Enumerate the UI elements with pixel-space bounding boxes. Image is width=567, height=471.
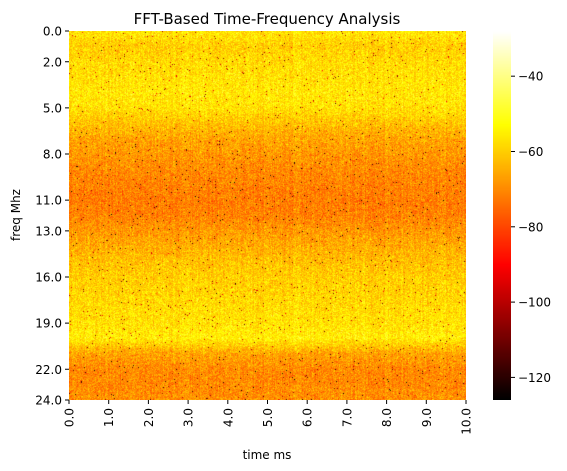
- colorbar-tick-label: −60: [518, 145, 543, 159]
- colorbar-tick-label: −100: [518, 296, 551, 310]
- x-axis: 0.0 1.0 2.0 3.0 4.0 5.0 6.0 7.0 8.0 9.0 10.0: [63, 400, 474, 435]
- y-tick-label: 11.0: [35, 194, 62, 208]
- colorbar-tick-label: −40: [518, 70, 543, 84]
- colorbar-tick-label: −80: [518, 220, 543, 234]
- y-axis: 0.0 2.0 5.0 8.0 11.0 13.0 16.0 19.0 22.0 24.0: [35, 25, 69, 408]
- y-tick-label: 5.0: [43, 101, 62, 115]
- y-tick-label: 19.0: [35, 317, 62, 331]
- chart-title: FFT-Based Time-Frequency Analysis: [134, 10, 401, 28]
- colorbar: [493, 31, 511, 400]
- x-tick-label: 5.0: [261, 408, 275, 427]
- x-tick-label: 9.0: [420, 408, 434, 427]
- y-tick-label: 0.0: [43, 25, 62, 39]
- y-tick-label: 13.0: [35, 224, 62, 238]
- y-tick-label: 22.0: [35, 363, 62, 377]
- x-tick-label: 7.0: [340, 408, 354, 427]
- y-tick-label: 8.0: [43, 148, 62, 162]
- y-tick-label: 16.0: [35, 271, 62, 285]
- x-tick-label: 10.0: [460, 408, 474, 435]
- colorbar-tick-label: −120: [518, 371, 551, 385]
- x-tick-label: 4.0: [221, 408, 235, 427]
- y-axis-label: freq Mhz: [9, 189, 23, 241]
- y-tick-label: 24.0: [35, 394, 62, 408]
- x-tick-label: 2.0: [142, 408, 156, 427]
- x-tick-label: 1.0: [102, 408, 116, 427]
- x-tick-label: 8.0: [380, 408, 394, 427]
- x-axis-label: time ms: [243, 448, 292, 462]
- colorbar-axis: −40 −60 −80 −100 −120: [511, 70, 551, 385]
- x-tick-label: 3.0: [182, 408, 196, 427]
- heatmap-image: [69, 31, 466, 400]
- x-tick-label: 6.0: [301, 408, 315, 427]
- y-tick-label: 2.0: [43, 55, 62, 69]
- x-tick-label: 0.0: [63, 408, 77, 427]
